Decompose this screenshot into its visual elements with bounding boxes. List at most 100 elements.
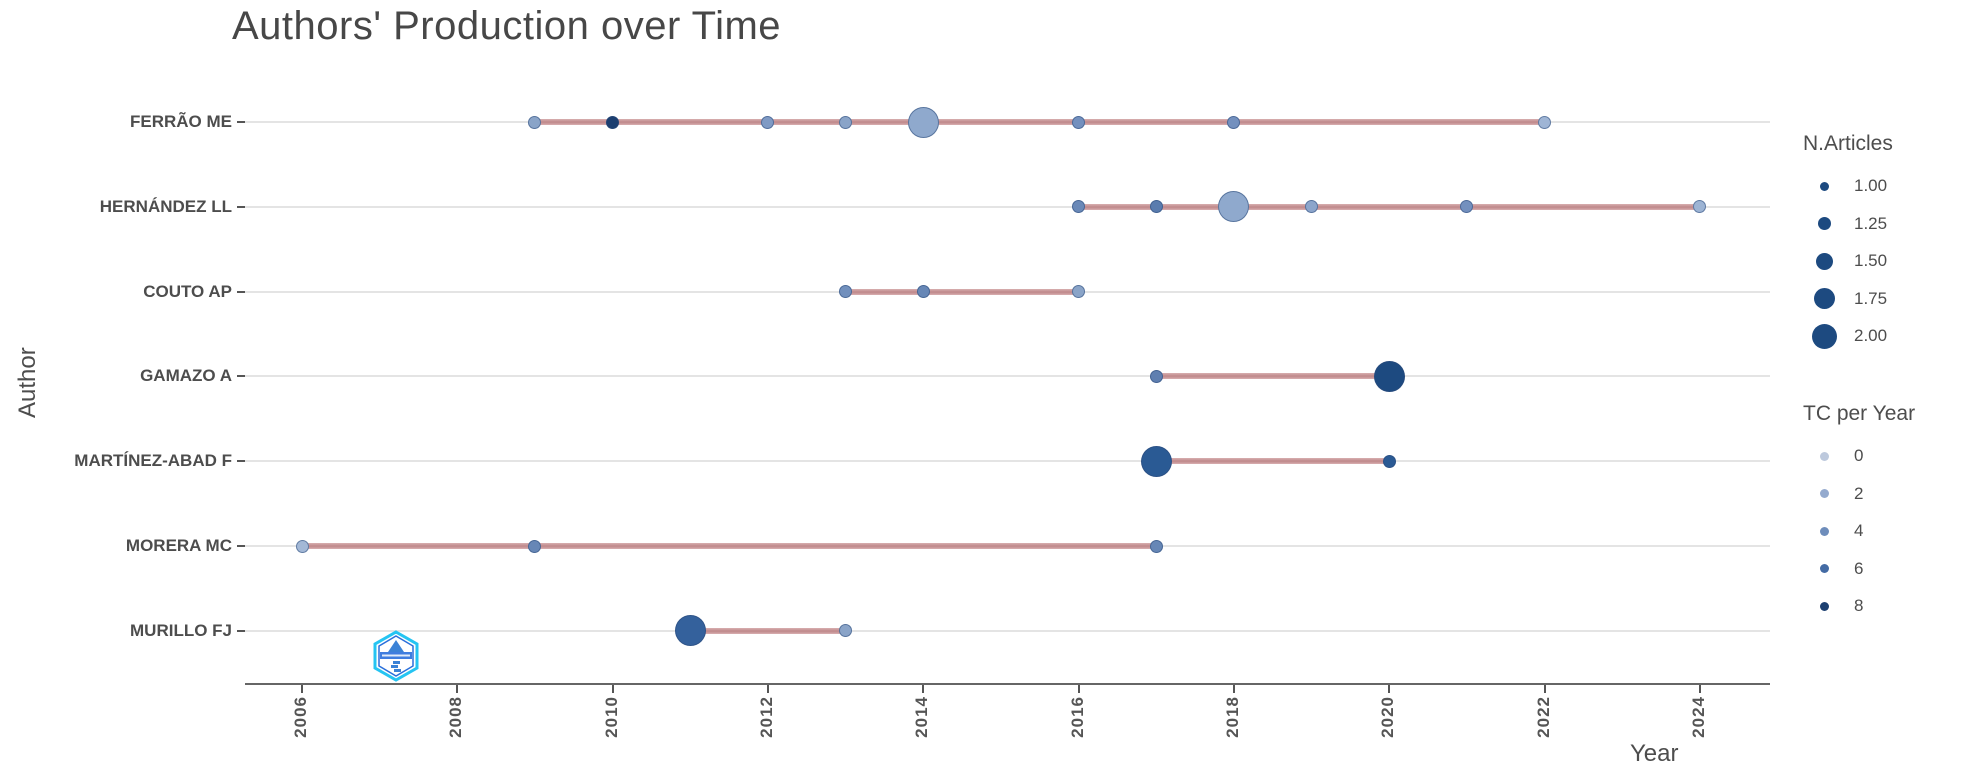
y-tick <box>237 629 245 632</box>
chart-title: Authors' Production over Time <box>232 4 782 48</box>
x-tick-label: 2020 <box>1378 696 1398 738</box>
production-timeline <box>1078 203 1700 210</box>
color-legend-label: 4 <box>1854 521 1864 540</box>
data-point <box>1218 191 1250 223</box>
data-point <box>1305 200 1319 214</box>
y-tick <box>237 290 245 293</box>
data-point <box>295 539 309 553</box>
data-point <box>1149 369 1163 383</box>
production-timeline <box>845 288 1079 295</box>
author-axis-label: COUTO AP <box>143 281 232 301</box>
x-tick <box>1543 685 1546 693</box>
x-axis-line <box>245 683 1770 685</box>
x-tick-label: 2012 <box>756 696 776 738</box>
size-legend-label: 1.75 <box>1854 288 1888 308</box>
color-legend-title: TC per Year <box>1803 402 1916 425</box>
production-timeline <box>302 543 1157 550</box>
x-tick <box>1698 685 1701 693</box>
y-tick <box>237 205 245 208</box>
data-point <box>839 285 853 299</box>
x-tick-label: 2008 <box>446 696 466 738</box>
author-axis-label: MURILLO FJ <box>130 620 232 640</box>
size-legend-label: 1.50 <box>1854 251 1888 270</box>
x-tick <box>611 685 614 693</box>
author-axis-label: MORERA MC <box>125 536 232 556</box>
x-tick <box>1388 685 1391 693</box>
data-point <box>839 115 853 129</box>
color-legend-dot <box>1819 526 1829 536</box>
x-tick-label: 2006 <box>291 696 310 738</box>
data-point <box>606 115 620 129</box>
row-gridline <box>245 460 1770 463</box>
production-timeline <box>534 119 1545 125</box>
size-legend-label: 2.00 <box>1854 326 1888 345</box>
data-point <box>761 115 775 129</box>
x-tick <box>766 685 769 693</box>
bibliometrix-logo <box>373 630 419 682</box>
data-point <box>839 624 853 638</box>
data-point <box>1373 360 1405 392</box>
size-legend-title: N.Articles <box>1803 132 1893 155</box>
y-tick <box>237 121 245 123</box>
color-legend-label: 8 <box>1854 596 1864 615</box>
color-legend-label: 2 <box>1854 483 1864 503</box>
x-tick-label: 2018 <box>1222 696 1242 738</box>
y-tick <box>237 375 245 378</box>
x-tick <box>456 685 459 693</box>
author-axis-label: HERNÁNDEZ LL <box>99 196 232 216</box>
x-tick <box>922 685 925 693</box>
data-point <box>916 285 930 299</box>
y-tick <box>237 545 245 548</box>
size-legend-dot <box>1815 252 1833 270</box>
data-point <box>1072 115 1086 129</box>
production-timeline <box>1156 458 1390 465</box>
color-legend-dot <box>1819 489 1829 498</box>
data-point <box>1149 200 1163 214</box>
data-point <box>1382 454 1396 468</box>
row-gridline <box>245 629 1770 632</box>
size-legend-dot <box>1811 323 1837 349</box>
author-axis-label: FERRÃO ME <box>130 112 232 131</box>
data-point <box>1149 539 1163 553</box>
x-tick-label: 2014 <box>912 696 932 738</box>
production-timeline <box>690 627 846 634</box>
logo-mountain <box>388 640 404 652</box>
color-legend-dot <box>1819 601 1829 611</box>
x-tick-label: 2024 <box>1688 696 1708 738</box>
size-legend-dot <box>1819 181 1829 191</box>
size-legend-label: 1.25 <box>1854 213 1888 233</box>
data-point <box>1538 115 1552 129</box>
size-legend-dot <box>1817 217 1831 230</box>
x-tick <box>1077 685 1080 693</box>
x-tick-label: 2010 <box>601 696 621 738</box>
color-legend-label: 0 <box>1854 446 1864 465</box>
color-legend-dot <box>1819 564 1829 573</box>
author-axis-label: GAMAZO A <box>140 366 232 386</box>
size-legend-dot <box>1813 288 1835 309</box>
data-point <box>674 615 706 647</box>
y-tick <box>237 460 245 463</box>
data-point <box>1140 445 1172 477</box>
row-gridline <box>245 205 1770 208</box>
x-axis-title: Year <box>1630 740 1679 767</box>
row-gridline <box>245 375 1770 378</box>
data-point <box>1072 200 1086 214</box>
y-axis-title: Author <box>14 347 41 418</box>
author-axis-label: MARTÍNEZ-ABAD F <box>74 451 232 471</box>
data-point <box>1460 200 1474 214</box>
data-point <box>1072 285 1086 299</box>
x-tick <box>301 685 303 693</box>
color-legend-dot <box>1819 451 1829 461</box>
data-point <box>528 539 542 553</box>
size-legend-label: 1.00 <box>1854 176 1888 195</box>
color-legend-label: 6 <box>1854 558 1864 578</box>
data-point <box>528 115 542 129</box>
data-point <box>1227 115 1241 129</box>
x-tick <box>1232 685 1235 693</box>
data-point <box>1693 200 1707 214</box>
data-point <box>907 106 939 138</box>
production-timeline <box>1156 373 1390 380</box>
x-tick-label: 2016 <box>1067 696 1087 738</box>
